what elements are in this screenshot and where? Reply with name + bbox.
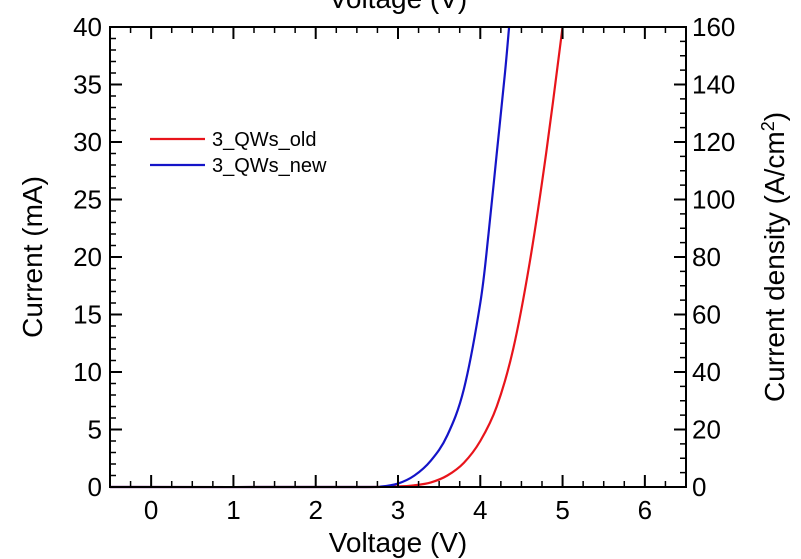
y-tick-label: 20 [73,242,102,272]
legend-label: 3_QWs_new [212,155,327,177]
y-tick-label: 10 [73,357,102,387]
y-tick-label: 30 [73,127,102,157]
y2-tick-label: 40 [692,357,721,387]
y-axis-title: Current (mA) [17,176,48,338]
y2-tick-label: 80 [692,242,721,272]
top-axis-title: Voltage (V) [329,0,468,14]
y-tick-label: 35 [73,70,102,100]
x-tick-label: 1 [226,495,240,525]
legend-label: 3_QWs_old [212,129,317,151]
y2-tick-label: 100 [692,185,735,215]
x-tick-label: 2 [308,495,322,525]
axis-ticks [109,26,687,488]
y2-axis-title: Current density (A/cm2) [758,112,790,402]
y2-tick-label: 20 [692,415,721,445]
y-tick-label: 5 [88,415,102,445]
y2-tick-label: 60 [692,300,721,330]
x-tick-label: 3 [391,495,405,525]
y2-tick-label: 140 [692,70,735,100]
y-tick-label: 40 [73,12,102,42]
y2-tick-label: 160 [692,12,735,42]
x-tick-label: 5 [555,495,569,525]
y-tick-label: 25 [73,185,102,215]
legend: 3_QWs_old 3_QWs_new [150,129,327,177]
y2-axis-title-main: Current density (A/cm [759,131,790,402]
y2-axis-title-end: ) [759,112,790,121]
x-tick-label: 0 [144,495,158,525]
y-tick-label: 15 [73,300,102,330]
x-tick-label: 4 [473,495,487,525]
y2-tick-label: 0 [692,472,706,502]
y2-axis-title-sup: 2 [758,121,778,131]
y2-tick-label: 120 [692,127,735,157]
y-tick-label: 0 [88,472,102,502]
tick-labels: 0 1 2 3 4 5 6051015202530354002040608010012014… [73,12,735,525]
x-axis-title: Voltage (V) [329,527,468,558]
x-tick-label: 6 [638,495,652,525]
